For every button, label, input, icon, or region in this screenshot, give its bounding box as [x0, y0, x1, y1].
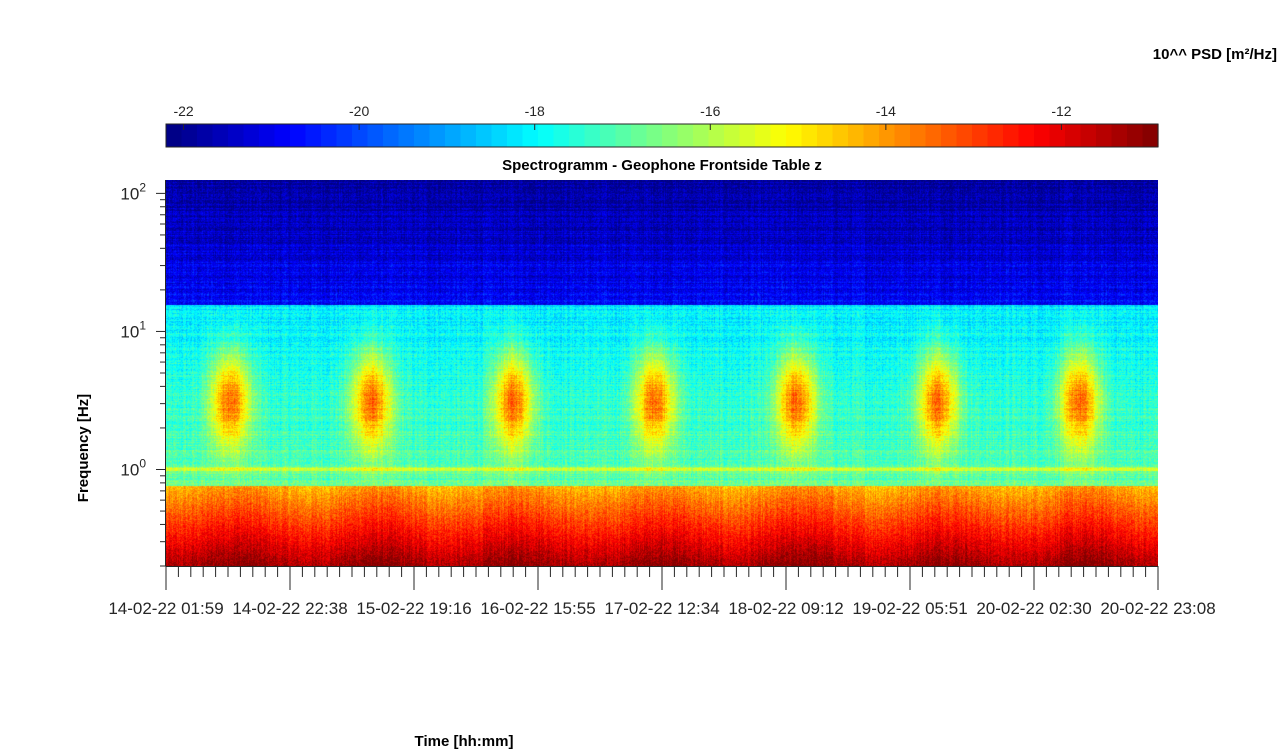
colorbar-cell	[1018, 124, 1035, 147]
colorbar-cell	[677, 124, 694, 147]
colorbar-cell	[615, 124, 632, 147]
x-tick-label: 17-02-22 12:34	[604, 599, 719, 618]
colorbar-tick-label: -22	[173, 103, 193, 119]
colorbar-cell	[228, 124, 245, 147]
spectrogram-plot-area	[166, 180, 1158, 566]
colorbar-cell	[429, 124, 446, 147]
colorbar-title: 10^^ PSD [m²/Hz]	[1153, 46, 1277, 63]
colorbar-cell	[414, 124, 431, 147]
colorbar-cell	[1096, 124, 1113, 147]
colorbar-tick-label: -16	[700, 103, 720, 119]
colorbar-cell	[367, 124, 384, 147]
colorbar-cell	[1065, 124, 1082, 147]
x-tick-label: 15-02-22 19:16	[356, 599, 471, 618]
colorbar-cell	[259, 124, 276, 147]
colorbar-cell	[181, 124, 198, 147]
colorbar-cell	[243, 124, 260, 147]
colorbar-cell	[693, 124, 710, 147]
colorbar-cell	[352, 124, 369, 147]
colorbar-cell	[290, 124, 307, 147]
x-tick-label: 18-02-22 09:12	[728, 599, 843, 618]
colorbar-cell	[972, 124, 989, 147]
colorbar-cell	[646, 124, 663, 147]
colorbar-cell	[879, 124, 896, 147]
colorbar-cell	[863, 124, 880, 147]
x-tick-label: 14-02-22 01:59	[108, 599, 223, 618]
colorbar-cell	[1127, 124, 1144, 147]
colorbar-cell	[1034, 124, 1051, 147]
colorbar-cell	[507, 124, 524, 147]
colorbar-cell	[305, 124, 322, 147]
y-axis-label: Frequency [Hz]	[75, 394, 92, 502]
colorbar-cell	[910, 124, 927, 147]
colorbar-cell	[398, 124, 415, 147]
colorbar-cell	[755, 124, 772, 147]
colorbar-cell	[832, 124, 849, 147]
colorbar-cell	[1003, 124, 1020, 147]
colorbar-cell	[1049, 124, 1066, 147]
colorbar-cell	[925, 124, 942, 147]
colorbar-cell	[708, 124, 725, 147]
colorbar-cell	[724, 124, 741, 147]
colorbar-cell	[212, 124, 229, 147]
colorbar-cell	[848, 124, 865, 147]
colorbar-cell	[197, 124, 214, 147]
x-tick-label: 14-02-22 22:38	[232, 599, 347, 618]
colorbar-frame	[165, 123, 1159, 148]
colorbar-cell	[987, 124, 1004, 147]
x-tick-label: 20-02-22 02:30	[976, 599, 1091, 618]
colorbar-cell	[1080, 124, 1097, 147]
x-tick-label: 16-02-22 15:55	[480, 599, 595, 618]
colorbar-cell	[801, 124, 818, 147]
colorbar-cell	[584, 124, 601, 147]
colorbar-cell	[383, 124, 400, 147]
colorbar-cell	[1142, 124, 1159, 147]
colorbar-tick-label: -14	[876, 103, 896, 119]
colorbar-cell	[786, 124, 803, 147]
colorbar-tick-label: -20	[349, 103, 369, 119]
x-tick-label: 20-02-22 23:08	[1100, 599, 1215, 618]
colorbar-cell	[491, 124, 508, 147]
colorbar-cell	[522, 124, 539, 147]
spectrogram-image	[166, 180, 1158, 566]
colorbar-cell	[600, 124, 617, 147]
colorbar-tick-label: -18	[525, 103, 545, 119]
colorbar: -22 -20 -18 -16 -14 -12	[165, 103, 1159, 148]
x-tick-label: 19-02-22 05:51	[852, 599, 967, 618]
colorbar-ticks: -22 -20 -18 -16 -14 -12	[173, 103, 1072, 130]
colorbar-cell	[662, 124, 679, 147]
colorbar-cell	[894, 124, 911, 147]
colorbar-cell	[956, 124, 973, 147]
y-tick-label: 102	[120, 180, 146, 203]
colorbar-cell	[274, 124, 291, 147]
colorbar-cell	[476, 124, 493, 147]
colorbar-cell	[817, 124, 834, 147]
colorbar-cell	[631, 124, 648, 147]
colorbar-cell	[336, 124, 353, 147]
colorbar-cell	[166, 124, 183, 147]
colorbar-tick-label: -12	[1051, 103, 1071, 119]
y-axis: 100 101 102	[120, 180, 166, 567]
colorbar-cell	[538, 124, 555, 147]
colorbar-gradient	[166, 124, 1159, 147]
colorbar-cell	[460, 124, 477, 147]
colorbar-cell	[770, 124, 787, 147]
y-tick-label: 100	[120, 457, 146, 480]
y-tick-label: 101	[120, 318, 146, 341]
colorbar-cell	[941, 124, 958, 147]
chart-title: Spectrogramm - Geophone Frontside Table …	[502, 157, 822, 174]
x-axis: 14-02-22 01:59 14-02-22 22:38 15-02-22 19:…	[108, 566, 1216, 618]
colorbar-cell	[569, 124, 586, 147]
colorbar-cell	[445, 124, 462, 147]
colorbar-cell	[1111, 124, 1128, 147]
colorbar-cell	[553, 124, 570, 147]
x-axis-label: Time [hh:mm]	[415, 733, 514, 750]
colorbar-cell	[739, 124, 756, 147]
colorbar-cell	[321, 124, 338, 147]
